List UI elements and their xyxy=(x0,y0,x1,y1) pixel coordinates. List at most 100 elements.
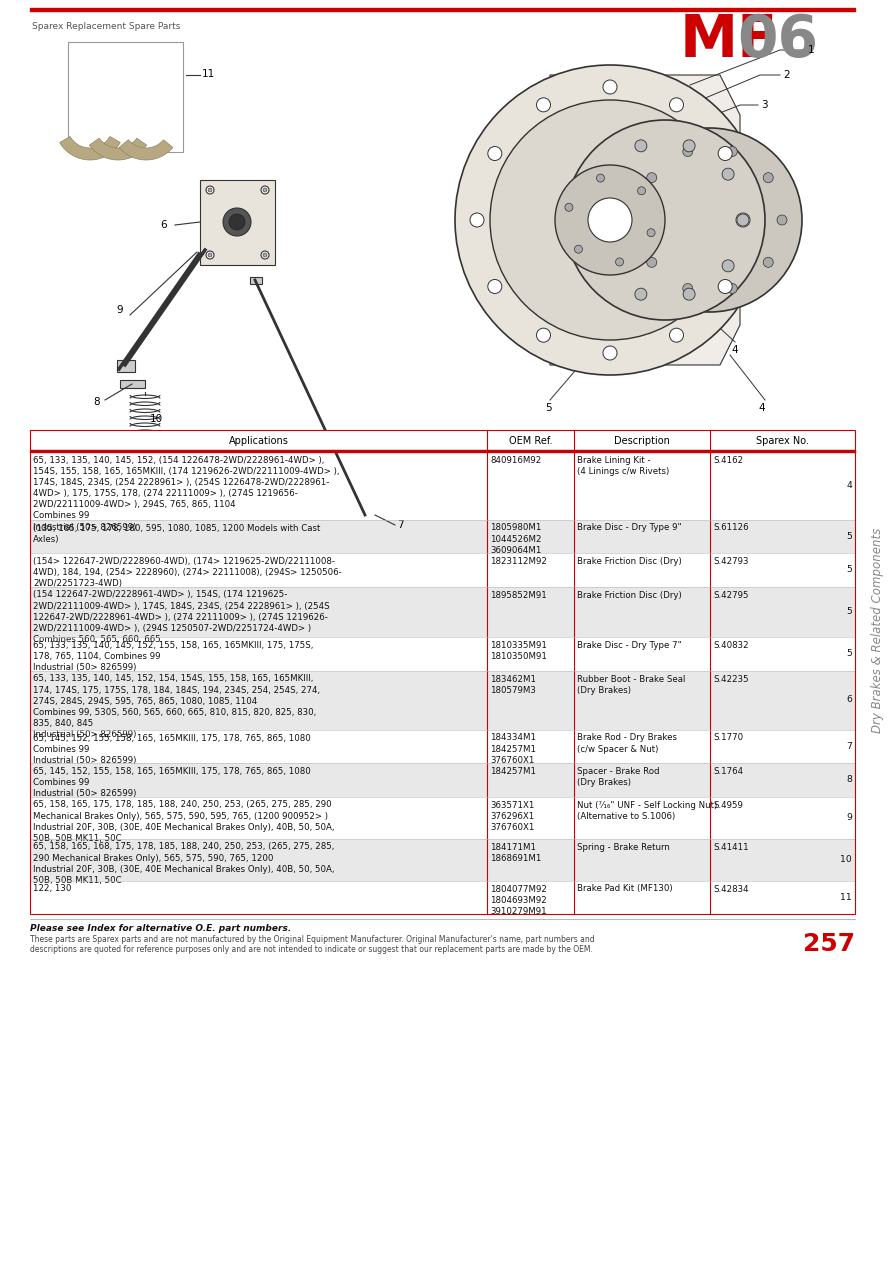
Text: 1895852M91: 1895852M91 xyxy=(490,591,547,600)
Circle shape xyxy=(603,346,617,360)
Circle shape xyxy=(597,174,605,182)
Circle shape xyxy=(670,328,683,342)
Wedge shape xyxy=(119,140,173,160)
Text: 10: 10 xyxy=(840,855,852,864)
Circle shape xyxy=(261,186,269,195)
Bar xyxy=(30,8,855,10)
Circle shape xyxy=(470,213,484,227)
Text: These parts are Sparex parts and are not manufactured by the Original Equipment : These parts are Sparex parts and are not… xyxy=(30,935,595,955)
Text: Dry Brakes & Related Components: Dry Brakes & Related Components xyxy=(871,528,883,733)
Text: 1810335M91
1810350M91: 1810335M91 1810350M91 xyxy=(490,642,547,661)
Circle shape xyxy=(670,97,683,112)
Circle shape xyxy=(647,173,656,183)
Text: Description: Description xyxy=(614,436,670,446)
Bar xyxy=(250,277,262,284)
Text: Brake Disc - Dry Type 9": Brake Disc - Dry Type 9" xyxy=(577,523,681,533)
Text: 6: 6 xyxy=(161,220,167,230)
Bar xyxy=(30,429,855,450)
Text: 65, 133, 135, 140, 145, 152, 154, 154S, 155, 158, 165, 165MKIII,
174, 174S, 175,: 65, 133, 135, 140, 145, 152, 154, 154S, … xyxy=(33,674,320,739)
Bar xyxy=(30,730,855,763)
Circle shape xyxy=(647,258,656,268)
Text: MF: MF xyxy=(680,13,778,69)
Text: Brake Lining Kit -
(4 Linings c/w Rivets): Brake Lining Kit - (4 Linings c/w Rivets… xyxy=(577,456,669,476)
Circle shape xyxy=(718,147,732,160)
Circle shape xyxy=(565,120,765,320)
Text: S.42235: S.42235 xyxy=(713,674,748,683)
Circle shape xyxy=(208,188,212,192)
Circle shape xyxy=(722,168,734,181)
Circle shape xyxy=(718,279,732,293)
Text: 5: 5 xyxy=(847,532,852,541)
Bar xyxy=(30,797,855,839)
Text: 65, 145, 152, 155, 158, 165, 165MKIII, 175, 178, 765, 865, 1080
Combines 99
Indu: 65, 145, 152, 155, 158, 165, 165MKIII, 1… xyxy=(33,767,311,798)
Circle shape xyxy=(647,229,655,236)
Text: (154> 122647-2WD/2228960-4WD), (174> 1219625-2WD/22111008-
4WD), 184, 194, (254>: (154> 122647-2WD/2228960-4WD), (174> 121… xyxy=(33,557,342,589)
Circle shape xyxy=(261,251,269,259)
Text: (135, 165, 175, 178, 180, 595, 1080, 1085, 1200 Models with Cast
Axles): (135, 165, 175, 178, 180, 595, 1080, 108… xyxy=(33,523,321,543)
Text: 06: 06 xyxy=(737,13,818,69)
Text: S.40832: S.40832 xyxy=(713,642,748,650)
Text: 840916M92: 840916M92 xyxy=(490,456,541,465)
Circle shape xyxy=(683,140,695,152)
Text: 7: 7 xyxy=(397,520,404,530)
Circle shape xyxy=(488,147,502,160)
Text: S.61126: S.61126 xyxy=(713,523,748,533)
Circle shape xyxy=(683,147,693,157)
Text: 9: 9 xyxy=(116,304,123,314)
Text: 2: 2 xyxy=(783,69,789,80)
Text: 6: 6 xyxy=(847,696,852,705)
Text: Sparex No.: Sparex No. xyxy=(756,436,809,446)
Polygon shape xyxy=(200,181,275,265)
Text: 8: 8 xyxy=(94,397,100,407)
Circle shape xyxy=(263,253,267,256)
Text: 122, 130: 122, 130 xyxy=(33,884,71,893)
Circle shape xyxy=(555,165,665,275)
Text: 4: 4 xyxy=(847,481,852,490)
Text: Brake Friction Disc (Dry): Brake Friction Disc (Dry) xyxy=(577,591,681,600)
Wedge shape xyxy=(60,136,121,160)
Circle shape xyxy=(263,188,267,192)
Bar xyxy=(30,671,855,730)
Circle shape xyxy=(208,253,212,256)
Text: 3: 3 xyxy=(761,100,768,110)
Text: 11: 11 xyxy=(202,69,215,80)
Circle shape xyxy=(638,187,646,195)
Text: 1804077M92
1804693M92
3910279M91: 1804077M92 1804693M92 3910279M91 xyxy=(490,884,547,916)
Text: S.1764: S.1764 xyxy=(713,767,743,775)
Text: Sparex Replacement Spare Parts: Sparex Replacement Spare Parts xyxy=(32,21,180,32)
Circle shape xyxy=(764,173,773,183)
Text: S.4959: S.4959 xyxy=(713,801,743,810)
Text: S.1770: S.1770 xyxy=(713,734,743,743)
Circle shape xyxy=(683,288,695,301)
Circle shape xyxy=(635,140,647,152)
Bar xyxy=(30,450,855,452)
Circle shape xyxy=(777,215,787,225)
Circle shape xyxy=(764,258,773,268)
Bar xyxy=(117,360,135,373)
Circle shape xyxy=(596,168,608,181)
Circle shape xyxy=(727,283,738,293)
Text: S.41411: S.41411 xyxy=(713,842,748,851)
Circle shape xyxy=(635,288,647,301)
Circle shape xyxy=(596,260,608,272)
Bar xyxy=(30,880,855,914)
Polygon shape xyxy=(550,75,740,365)
Text: Nut (⁷⁄₁₆" UNF - Self Locking Nut)
(Alternative to S.1006): Nut (⁷⁄₁₆" UNF - Self Locking Nut) (Alte… xyxy=(577,801,717,821)
Circle shape xyxy=(683,283,693,293)
Text: S.4162: S.4162 xyxy=(713,456,743,465)
Circle shape xyxy=(588,198,632,242)
Text: S.42795: S.42795 xyxy=(713,591,748,600)
Circle shape xyxy=(736,213,750,227)
Text: 5: 5 xyxy=(847,649,852,658)
Text: Spacer - Brake Rod
(Dry Brakes): Spacer - Brake Rod (Dry Brakes) xyxy=(577,767,660,787)
Bar xyxy=(30,452,855,519)
Text: 5: 5 xyxy=(847,608,852,616)
Text: 184334M1
184257M1
376760X1: 184334M1 184257M1 376760X1 xyxy=(490,734,536,764)
Circle shape xyxy=(537,97,550,112)
Text: Spring - Brake Return: Spring - Brake Return xyxy=(577,842,670,851)
Bar xyxy=(360,512,378,520)
Circle shape xyxy=(618,128,802,312)
Text: 65, 158, 165, 168, 175, 178, 185, 188, 240, 250, 253, (265, 275, 285,
290 Mechan: 65, 158, 165, 168, 175, 178, 185, 188, 2… xyxy=(33,842,335,885)
Text: 5: 5 xyxy=(545,403,551,413)
Circle shape xyxy=(737,213,749,226)
